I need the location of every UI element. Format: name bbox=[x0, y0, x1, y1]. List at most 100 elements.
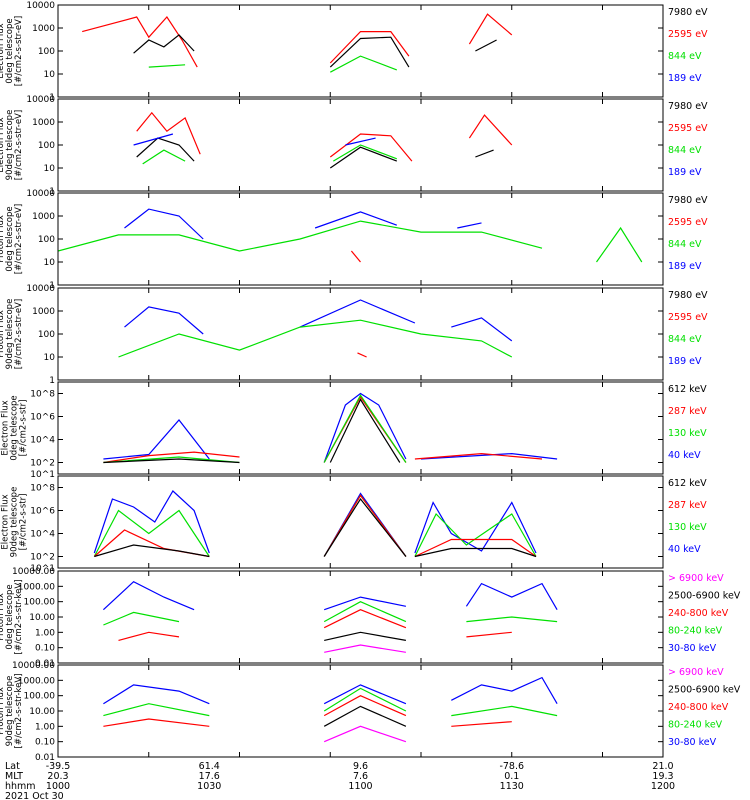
series-black-segment-3 bbox=[475, 39, 497, 52]
legend-entry: 2595 eV bbox=[668, 312, 708, 323]
series-green-segment-1 bbox=[103, 703, 210, 717]
legend-entry: 844 eV bbox=[668, 334, 702, 345]
legend-entry: 844 eV bbox=[668, 239, 702, 250]
legend-entry: > 6900 keV bbox=[668, 573, 724, 584]
y-axis-label-line: [#/cm2-s-str-eV] bbox=[14, 110, 24, 180]
y-axis-label-line: [#/cm2-s-str-eV] bbox=[14, 16, 24, 86]
series-blue-segment-1 bbox=[102, 580, 195, 611]
series-red-segment-1 bbox=[136, 111, 201, 155]
series-red-segment-1 bbox=[118, 631, 180, 641]
y-tick-label: 1000 bbox=[32, 212, 55, 222]
x-tick-label: 0.1 bbox=[504, 771, 519, 782]
y-tick-label: 100 bbox=[38, 47, 55, 57]
series-black-segment-3 bbox=[414, 547, 537, 558]
plot-frame bbox=[57, 381, 664, 475]
x-tick-label: 17.6 bbox=[199, 771, 220, 782]
series-green-segment-3 bbox=[414, 512, 537, 557]
y-tick-label: 10000.00 bbox=[12, 661, 55, 671]
series-red-segment-2 bbox=[329, 133, 413, 162]
y-tick-label: 10 bbox=[44, 353, 56, 363]
series-blue-segment-1 bbox=[124, 306, 204, 335]
panel-5: 10^110^210^410^610^8MEPEDElectron Flux0d… bbox=[0, 381, 707, 480]
y-axis-label-line: [#/cm2-s-str-eV] bbox=[14, 299, 24, 369]
plot-frame bbox=[57, 570, 664, 664]
series-red-segment-1 bbox=[103, 451, 240, 464]
series-green-segment-2 bbox=[323, 601, 407, 623]
y-tick-label: 1 bbox=[49, 187, 55, 197]
y-tick-label: 10^2 bbox=[30, 553, 55, 563]
y-axis-label-line: [#/cm2-s-str-keV] bbox=[14, 580, 24, 655]
legend-entry: 2500-6900 keV bbox=[668, 685, 741, 696]
series-blue-segment-1 bbox=[103, 684, 210, 705]
x-tick-label: 1200 bbox=[651, 781, 675, 792]
legend-entry: 2595 eV bbox=[668, 29, 708, 40]
series-green-segment-3 bbox=[596, 226, 643, 263]
legend-entry: 287 keV bbox=[668, 406, 707, 417]
x-tick-label: 20.3 bbox=[47, 771, 68, 782]
series-green-segment-1 bbox=[148, 64, 186, 68]
y-tick-label: 10000 bbox=[26, 95, 55, 105]
y-tick-label: 100 bbox=[38, 235, 55, 245]
series-black-segment-1 bbox=[94, 544, 210, 558]
y-axis-label-line: 90deg telescope bbox=[5, 110, 15, 181]
series-group bbox=[133, 111, 513, 169]
series-blue-segment-2 bbox=[323, 492, 407, 557]
series-red-segment-3 bbox=[466, 631, 512, 638]
y-tick-label: 1.00 bbox=[35, 722, 55, 732]
series-blue-segment-2 bbox=[345, 137, 376, 146]
y-tick-label: 1000.00 bbox=[18, 582, 55, 592]
legend-entry: 189 eV bbox=[668, 261, 702, 272]
legend-entry: 7980 eV bbox=[668, 7, 708, 18]
legend-entry: 30-80 keV bbox=[668, 737, 717, 748]
x-tick-label: 1000 bbox=[46, 781, 70, 792]
series-black-segment-3 bbox=[475, 149, 494, 158]
x-tick-label: -78.6 bbox=[499, 761, 524, 772]
y-tick-label: 1000 bbox=[32, 118, 55, 128]
y-axis-label: Proton Flux0deg telescope[#/cm2-s-str-ke… bbox=[0, 580, 24, 655]
series-green-segment-3 bbox=[466, 616, 558, 623]
y-tick-label: 10^8 bbox=[30, 390, 55, 400]
y-tick-label: 0.01 bbox=[35, 659, 55, 669]
y-axis-label-line: MEPED bbox=[0, 413, 2, 443]
legend-entry: 30-80 keV bbox=[668, 643, 717, 654]
x-tick-label: 7.6 bbox=[353, 771, 368, 782]
legend-entry: 80-240 keV bbox=[668, 720, 723, 731]
series-green-segment-1 bbox=[93, 509, 210, 557]
legend-entry: 844 eV bbox=[668, 51, 702, 62]
series-group bbox=[103, 676, 558, 743]
series-blue-segment-3 bbox=[465, 582, 558, 611]
plot-frame bbox=[57, 475, 664, 569]
series-blue-segment-2 bbox=[323, 392, 407, 463]
legend-entry: 80-240 keV bbox=[668, 626, 723, 637]
y-tick-label: 1000.00 bbox=[18, 676, 55, 686]
series-blue-segment-3 bbox=[414, 501, 537, 554]
series-red-segment-2 bbox=[329, 31, 410, 64]
series-red-segment-3 bbox=[468, 13, 513, 45]
series-magenta-segment-1 bbox=[323, 725, 407, 743]
series-group bbox=[82, 13, 513, 73]
y-tick-label: 10^4 bbox=[30, 530, 55, 540]
series-black-segment-2 bbox=[323, 497, 407, 557]
y-tick-label: 10^1 bbox=[30, 470, 55, 480]
x-tick-label: -39.5 bbox=[46, 761, 71, 772]
panel-8: 0.01 0.10 1.00 10.00 100.00 1000.00 10000.00 Pr… bbox=[0, 661, 741, 763]
y-axis-label: MEPEDElectron Flux0deg telescope[#/cm2-s… bbox=[0, 395, 29, 460]
series-group bbox=[58, 208, 643, 263]
y-tick-label: 10000 bbox=[26, 189, 55, 199]
y-axis-label-line: Proton Flux bbox=[0, 687, 6, 735]
series-green-segment-2 bbox=[330, 55, 398, 73]
legend-entry: 130 keV bbox=[668, 522, 707, 533]
y-tick-label: 1000 bbox=[32, 24, 55, 34]
legend-entry: 2500-6900 keV bbox=[668, 591, 741, 602]
y-axis-label-line: 90deg telescope bbox=[5, 299, 15, 370]
series-blue-segment-3 bbox=[451, 676, 558, 705]
legend-entry: 189 eV bbox=[668, 356, 702, 367]
legend-entry: 2595 eV bbox=[668, 217, 708, 228]
y-tick-label: 10^1 bbox=[30, 564, 55, 574]
y-axis-label-line: MEPED bbox=[0, 507, 2, 537]
y-tick-label: 0.10 bbox=[35, 738, 55, 748]
